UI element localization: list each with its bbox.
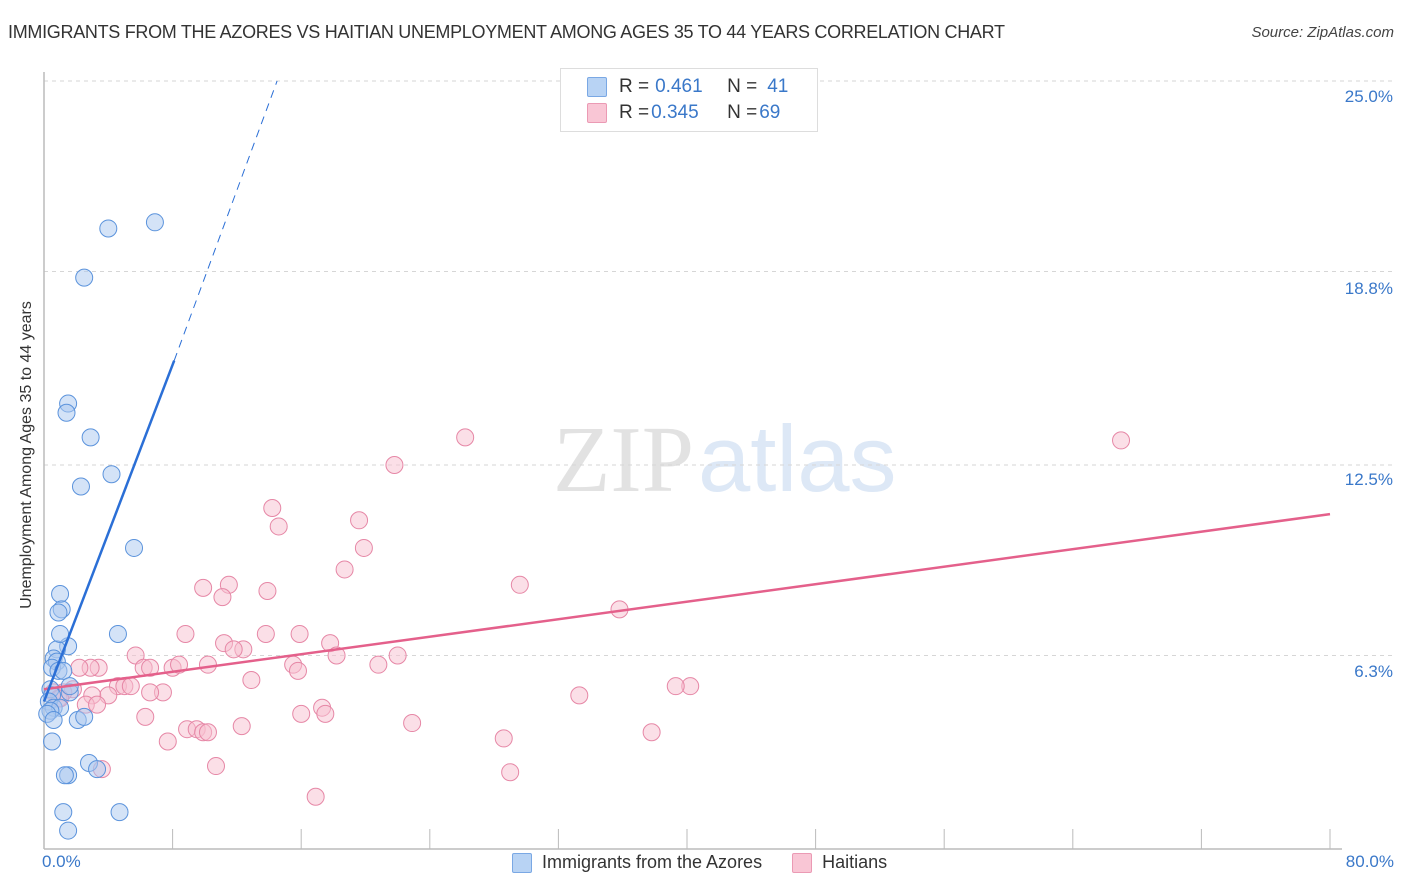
series-legend: Immigrants from the Azores Haitians — [512, 852, 917, 873]
legend-item-azores[interactable]: Immigrants from the Azores — [512, 852, 762, 873]
gridlines — [44, 80, 1394, 656]
series-haitians — [44, 428, 1131, 806]
correlation-legend: R = 0.461 N = 41 R = 0.345 N = 69 — [560, 68, 818, 132]
n-label: N = — [727, 76, 758, 97]
legend-row-haitians: R = 0.345 N = 69 — [587, 101, 780, 125]
r-label: R = — [619, 76, 650, 97]
n-label: N = — [727, 102, 758, 123]
y-axis-label: Unemployment Among Ages 35 to 44 years — [18, 301, 35, 609]
trend-lines — [42, 80, 1331, 702]
blue-swatch-icon — [587, 77, 607, 97]
y-tick-25: 25.0% — [1344, 87, 1393, 106]
chart-title: IMMIGRANTS FROM THE AZORES VS HAITIAN UN… — [8, 22, 1005, 42]
n-value: 69 — [759, 102, 781, 123]
watermark: ZIPatlas — [553, 405, 897, 514]
series-azores — [38, 213, 164, 840]
pink-swatch-icon — [792, 852, 813, 873]
y-tick-6-3: 6.3% — [1354, 662, 1393, 681]
source-label: Source: ZipAtlas.com — [1251, 24, 1394, 41]
legend-row-azores: R = 0.461 N = 41 — [587, 75, 788, 99]
r-label: R = — [619, 102, 650, 123]
x-tick-0: 0.0% — [42, 852, 81, 871]
legend-label: Immigrants from the Azores — [542, 852, 763, 872]
legend-item-haitians[interactable]: Haitians — [792, 852, 887, 873]
x-tick-80: 80.0% — [1345, 852, 1394, 871]
r-value: 0.461 — [655, 76, 703, 97]
legend-label: Haitians — [822, 852, 888, 872]
y-tick-18-8: 18.8% — [1344, 279, 1393, 298]
n-value: 41 — [767, 76, 789, 97]
watermark-atlas: atlas — [698, 406, 897, 511]
y-tick-12-5: 12.5% — [1344, 470, 1393, 489]
watermark-zip: ZIP — [553, 408, 694, 512]
blue-swatch-icon — [512, 852, 532, 873]
pink-swatch-icon — [587, 103, 607, 123]
r-value: 0.345 — [651, 102, 699, 123]
